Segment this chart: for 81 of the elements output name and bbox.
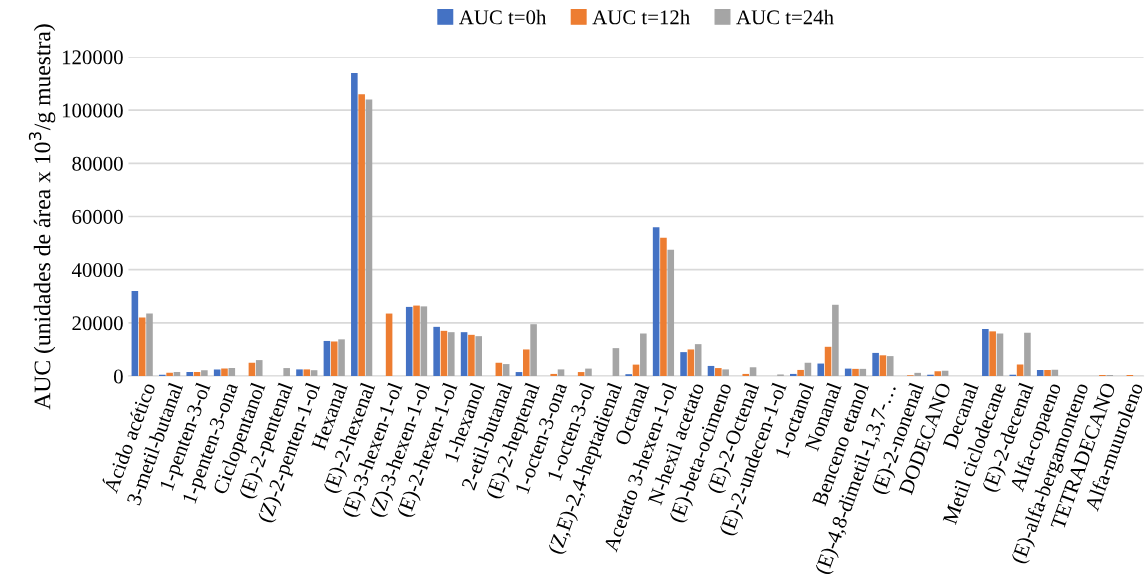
bar xyxy=(996,333,1004,377)
bar xyxy=(1044,369,1051,377)
bar xyxy=(213,369,221,377)
legend-label: AUC t=24h xyxy=(736,9,834,25)
y-tick-label: 100000 xyxy=(62,103,123,118)
bar xyxy=(790,373,797,377)
bar xyxy=(146,313,153,377)
bar xyxy=(515,372,523,377)
bar xyxy=(585,368,592,377)
bar xyxy=(886,356,894,377)
bar xyxy=(687,349,695,377)
bar xyxy=(742,373,750,377)
bar xyxy=(852,368,859,377)
bar xyxy=(824,346,832,377)
bar xyxy=(879,355,887,377)
bar xyxy=(934,371,942,377)
bar xyxy=(989,331,996,377)
bar xyxy=(323,340,331,377)
bar xyxy=(173,372,181,377)
bar xyxy=(310,370,318,377)
bar xyxy=(447,332,455,377)
bar xyxy=(557,369,565,377)
y-tick-label: 60000 xyxy=(72,209,123,224)
bar xyxy=(797,369,804,377)
bar xyxy=(982,328,989,377)
bar xyxy=(420,306,428,377)
bar xyxy=(201,370,208,377)
y-tick-label: 20000 xyxy=(72,316,123,331)
bar xyxy=(365,99,373,377)
bar xyxy=(660,237,667,377)
bar xyxy=(715,368,722,377)
bar xyxy=(817,363,825,377)
bar xyxy=(522,349,530,377)
bar xyxy=(166,372,173,377)
bar xyxy=(667,249,675,377)
bar xyxy=(722,369,729,377)
bar xyxy=(1036,369,1044,377)
bar xyxy=(283,368,290,377)
bar xyxy=(131,290,139,377)
bar xyxy=(296,369,303,377)
bar xyxy=(652,227,660,377)
bar xyxy=(694,344,702,377)
bar xyxy=(186,372,194,377)
bar xyxy=(405,306,413,377)
legend-label: AUC t=0h xyxy=(459,9,547,25)
bar xyxy=(749,367,757,377)
y-tick-label: 40000 xyxy=(71,263,123,278)
bar xyxy=(707,365,715,377)
bar xyxy=(832,304,839,377)
y-axis-title: AUC (unidades de área x 10$^{3}$/g muestra) xyxy=(28,24,56,410)
bar xyxy=(413,305,420,377)
bar xyxy=(193,372,201,377)
bar xyxy=(228,368,236,377)
bar xyxy=(680,352,687,377)
bar xyxy=(475,336,483,377)
bar xyxy=(385,313,393,377)
y-tick-label: 120000 xyxy=(62,50,123,65)
bar xyxy=(1024,332,1031,377)
y-tick-label: 80000 xyxy=(72,156,123,171)
bar xyxy=(440,330,448,377)
bar xyxy=(330,341,338,377)
bar xyxy=(640,333,647,377)
bar xyxy=(303,369,311,377)
bar xyxy=(468,334,475,377)
bar xyxy=(221,368,228,377)
bar xyxy=(550,373,557,377)
bar xyxy=(530,324,537,377)
bar xyxy=(577,372,585,377)
bar xyxy=(351,72,358,377)
bar xyxy=(612,348,620,377)
bar xyxy=(502,364,510,377)
bar xyxy=(914,372,921,377)
bar xyxy=(433,326,440,377)
bar xyxy=(138,317,146,377)
bar xyxy=(255,360,263,377)
bar xyxy=(338,339,345,377)
bar xyxy=(460,332,468,377)
y-tick-label: 0 xyxy=(113,369,123,384)
bar xyxy=(358,94,365,377)
bar xyxy=(872,352,879,377)
legend-label: AUC t=12h xyxy=(592,9,690,25)
